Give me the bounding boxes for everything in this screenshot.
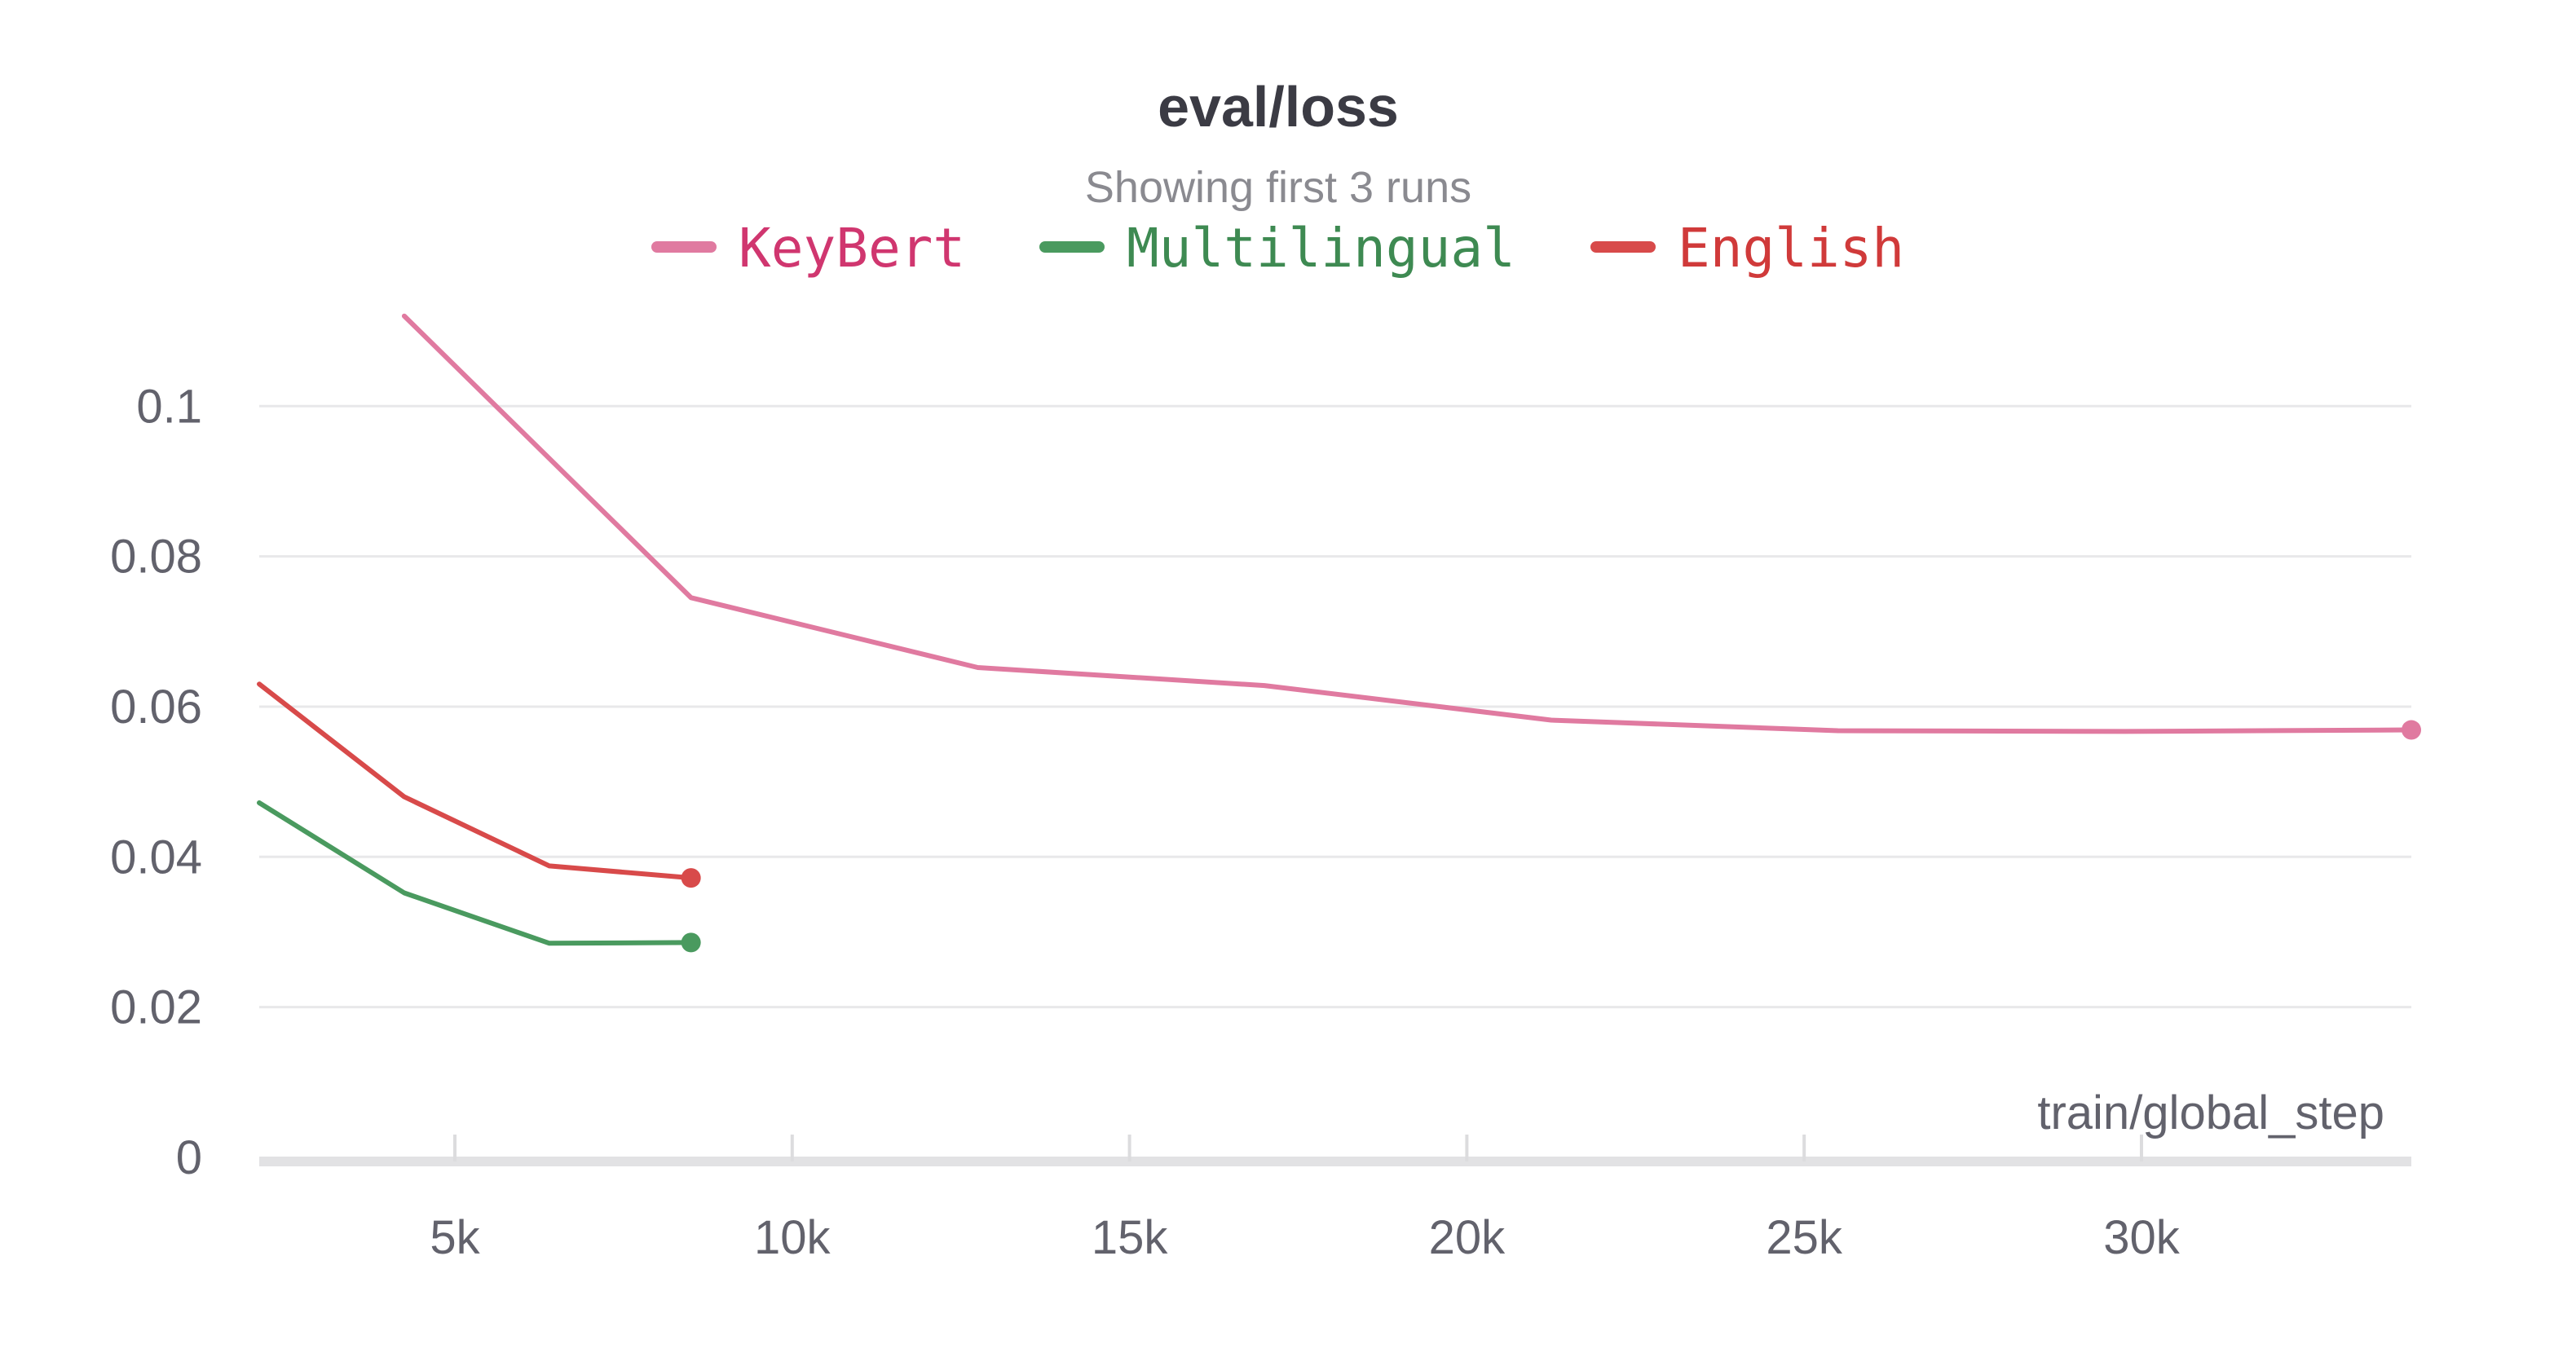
y-axis-ticks: 0 0.02 0.04 0.06 0.08 0.1 [110,380,202,1184]
series-end-point-multilingual [681,932,701,953]
x-tick-label: 5k [430,1211,480,1264]
x-axis-ticks: 5k 10k 15k 20k 25k 30k [430,1135,2181,1264]
legend-item-english[interactable]: English [1590,217,1904,280]
chart-subtitle: Showing first 3 runs [1085,163,1471,212]
legend-item-keybert[interactable]: KeyBert [651,217,965,280]
y-tick-label: 0.06 [110,681,202,734]
series-end-point-keybert [2402,720,2421,740]
series-line-english [257,681,694,881]
y-tick-label: 0.04 [110,831,202,884]
y-gridlines [259,404,2411,1009]
legend-label: KeyBert [739,217,965,280]
y-tick-label: 0.02 [110,981,202,1034]
series-end-point-english [681,868,701,888]
legend-label: English [1678,217,1904,280]
chart-title: eval/loss [1158,75,1399,139]
legend-item-multilingual[interactable]: Multilingual [1039,217,1515,280]
series-lines [257,313,2421,953]
x-tick-label: 25k [1766,1211,1843,1264]
x-tick-label: 20k [1429,1211,1506,1264]
y-tick-label: 0.1 [136,380,202,433]
y-tick-label: 0 [176,1131,202,1184]
series-line-keybert [401,313,2414,734]
legend[interactable]: KeyBert Multilingual English [651,217,1904,280]
y-tick-label: 0.08 [110,531,202,584]
x-axis-title: train/global_step [2037,1086,2384,1139]
x-tick-label: 30k [2103,1211,2181,1264]
x-tick-label: 10k [754,1211,831,1264]
series-line-multilingual [257,800,694,946]
legend-label: Multilingual [1127,217,1515,280]
x-tick-label: 15k [1092,1211,1169,1264]
